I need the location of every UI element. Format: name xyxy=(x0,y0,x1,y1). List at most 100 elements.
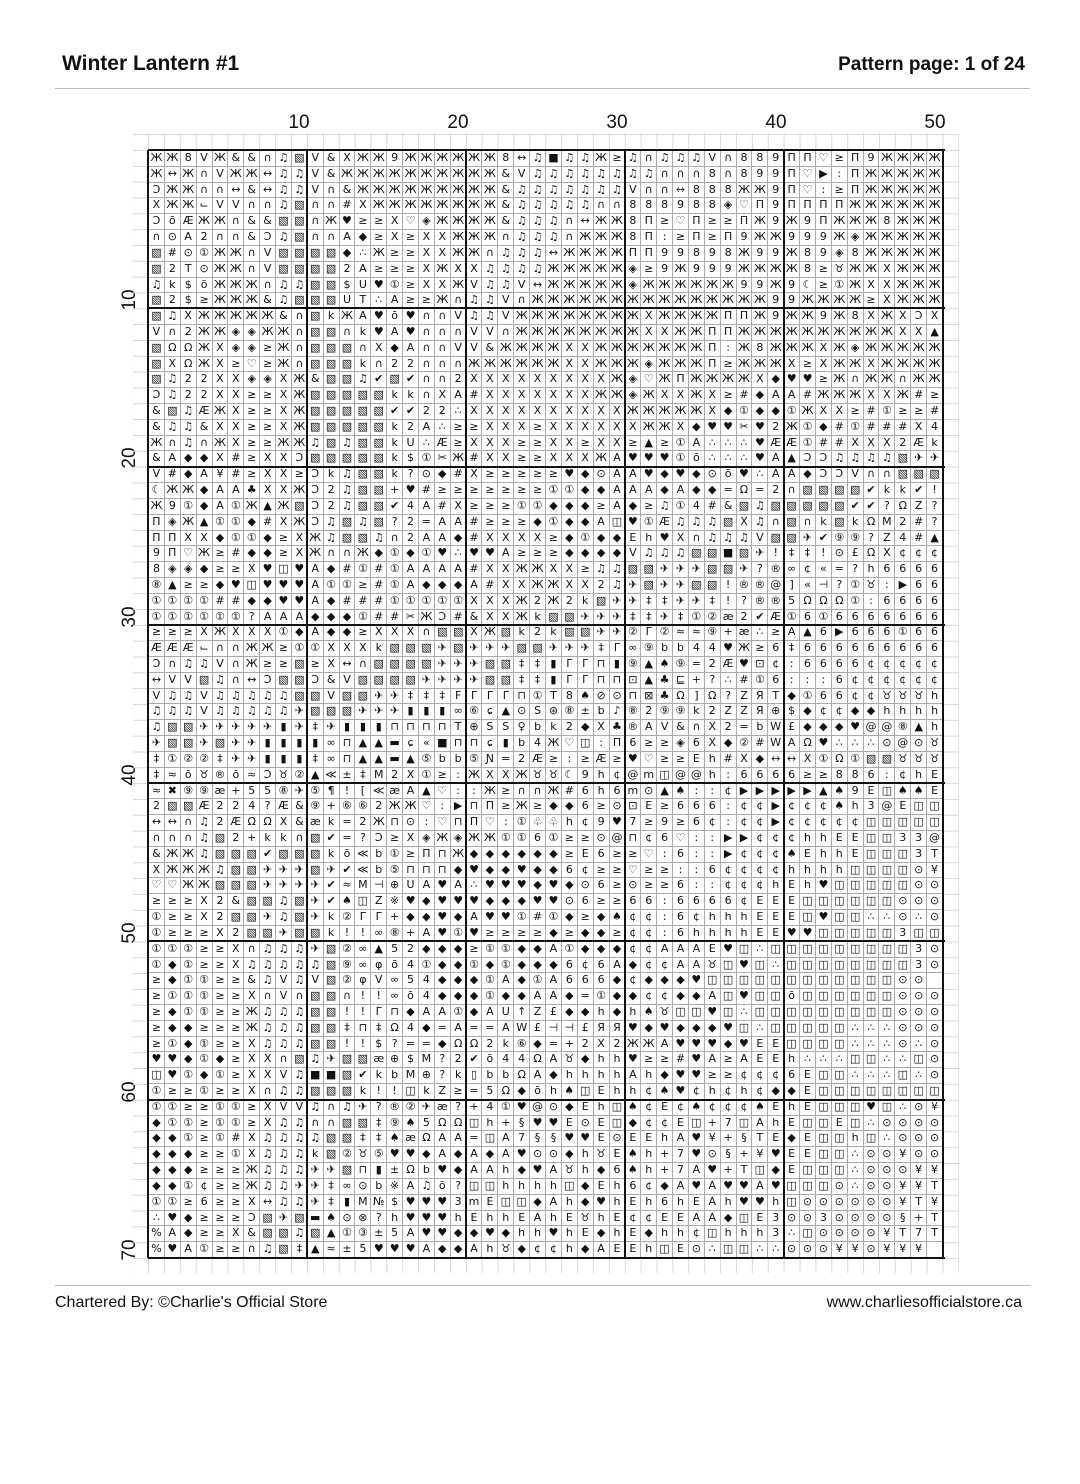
stitch-cell: Ж xyxy=(879,198,896,215)
stitch-cell: ▮ xyxy=(276,751,292,768)
stitch-cell: ⑨ xyxy=(673,657,689,673)
stitch-cell: ♫ xyxy=(260,688,277,705)
stitch-cell: Ж xyxy=(434,151,451,167)
stitch-cell: ♡ xyxy=(800,166,816,183)
stitch-cell: ⑥ xyxy=(339,799,356,816)
stitch-cell: k xyxy=(847,514,864,531)
stitch-cell: ◆ xyxy=(514,1084,531,1100)
stitch-cell: Ж xyxy=(641,340,658,357)
stitch-cell: ◆ xyxy=(688,1020,705,1037)
stitch-cell: X xyxy=(466,467,483,484)
stitch-cell: « xyxy=(800,577,816,594)
stitch-cell: = xyxy=(418,514,435,531)
stitch-cell: ≥ xyxy=(180,925,197,942)
stitch-cell: ♥ xyxy=(577,1131,594,1148)
stitch-cell: ♥ xyxy=(673,1036,689,1053)
stitch-cell: ♥ xyxy=(164,1068,181,1085)
stitch-cell: ≥ xyxy=(657,435,674,452)
stitch-cell: 3 xyxy=(911,846,928,863)
stitch-cell: A xyxy=(418,498,435,515)
stitch-cell: ① xyxy=(244,530,261,547)
stitch-cell: ◫ xyxy=(911,925,928,942)
stitch-cell: X xyxy=(482,419,499,436)
stitch-cell: ⊙ xyxy=(561,894,578,911)
stitch-cell: X xyxy=(863,277,880,294)
stitch-cell: ◈ xyxy=(244,324,261,341)
stitch-cell: 2 xyxy=(577,1036,594,1053)
stitch-cell: ⑨ xyxy=(387,1115,404,1132)
stitch-cell: V xyxy=(482,324,499,341)
stitch-cell: ⑧ xyxy=(625,704,642,721)
stitch-cell: $ xyxy=(339,277,356,294)
stitch-cell: ◆ xyxy=(577,720,594,737)
stitch-cell: 9 xyxy=(704,245,721,262)
stitch-cell: X xyxy=(514,372,531,389)
stitch-cell: ♫ xyxy=(546,198,562,215)
stitch-cell: ¢ xyxy=(720,1084,737,1100)
stitch-cell: X xyxy=(482,372,499,389)
stitch-cell: M xyxy=(879,514,896,531)
stitch-cell: ◆ xyxy=(196,483,213,499)
stitch-cell: ◈ xyxy=(625,388,642,405)
stitch-cell: X xyxy=(863,388,880,405)
stitch-cell: X xyxy=(879,388,896,405)
stitch-cell: ② xyxy=(339,941,356,958)
stitch-cell: Ж xyxy=(847,356,864,373)
stitch-cell: ¢ xyxy=(641,831,658,847)
stitch-cell: Ж xyxy=(673,404,689,420)
stitch-cell: X xyxy=(260,1099,277,1116)
stitch-cell: ① xyxy=(800,688,816,705)
stitch-cell: ∩ xyxy=(641,151,658,167)
stitch-cell: Ж xyxy=(800,340,816,357)
stitch-cell: Ж xyxy=(927,230,943,246)
stitch-cell: ✈ xyxy=(196,736,213,752)
stitch-cell: ↔ xyxy=(260,182,277,199)
stitch-cell: Ж xyxy=(244,657,261,673)
stitch-cell: Ɲ xyxy=(482,751,499,768)
stitch-cell: ⊛ xyxy=(546,704,562,721)
stitch-cell: ∩ xyxy=(784,483,801,499)
stitch-cell: Z xyxy=(434,1084,451,1100)
stitch-cell: ≥ xyxy=(244,467,261,484)
stitch-cell: X xyxy=(244,1036,261,1053)
stitch-cell: ▧ xyxy=(228,878,245,895)
stitch-cell: Ж xyxy=(149,435,165,452)
stitch-cell: T xyxy=(927,846,943,863)
stitch-cell: Ж xyxy=(752,324,769,341)
stitch-cell: ◆ xyxy=(164,973,181,990)
stitch-cell: ≥ xyxy=(657,799,674,816)
stitch-cell: ⊙ xyxy=(800,1242,816,1258)
stitch-cell: 7 xyxy=(625,815,642,831)
stitch-cell: ① xyxy=(418,546,435,563)
stitch-cell: : xyxy=(863,593,880,610)
stitch-cell: ≥ xyxy=(466,419,483,436)
stitch-cell: 8 xyxy=(800,261,816,278)
stitch-cell: 9 xyxy=(752,166,769,183)
stitch-cell: + xyxy=(688,672,705,689)
stitch-cell: ♫ xyxy=(355,514,372,531)
stitch-cell: ∴ xyxy=(847,1163,864,1179)
stitch-cell: 7 xyxy=(514,1131,531,1148)
stitch-cell: ◫ xyxy=(831,1068,848,1085)
stitch-cell: Ж xyxy=(546,593,562,610)
stitch-cell: E xyxy=(800,1068,816,1085)
stitch-cell: ≥ xyxy=(609,894,626,911)
stitch-cell: ® xyxy=(752,577,769,594)
stitch-cell: X xyxy=(482,388,499,405)
stitch-cell: @ xyxy=(863,720,880,737)
stitch-cell: ✔ xyxy=(847,498,864,515)
stitch-cell: E xyxy=(895,799,912,816)
stitch-cell: Ж xyxy=(657,419,674,436)
stitch-cell: Ж xyxy=(482,625,499,642)
stitch-cell: Ж xyxy=(720,372,737,389)
stitch-cell: ≥ xyxy=(593,894,610,911)
stitch-cell: Ɔ xyxy=(911,309,928,325)
stitch-cell: h xyxy=(704,1084,721,1100)
stitch-cell: ① xyxy=(180,989,197,1005)
stitch-cell: X xyxy=(434,245,451,262)
stitch-cell: ◫ xyxy=(752,1163,769,1179)
stitch-cell: ≥ xyxy=(371,214,388,231)
stitch-cell: ⊙ xyxy=(895,973,912,990)
stitch-cell: X xyxy=(514,419,531,436)
stitch-cell: ▧ xyxy=(307,388,324,405)
